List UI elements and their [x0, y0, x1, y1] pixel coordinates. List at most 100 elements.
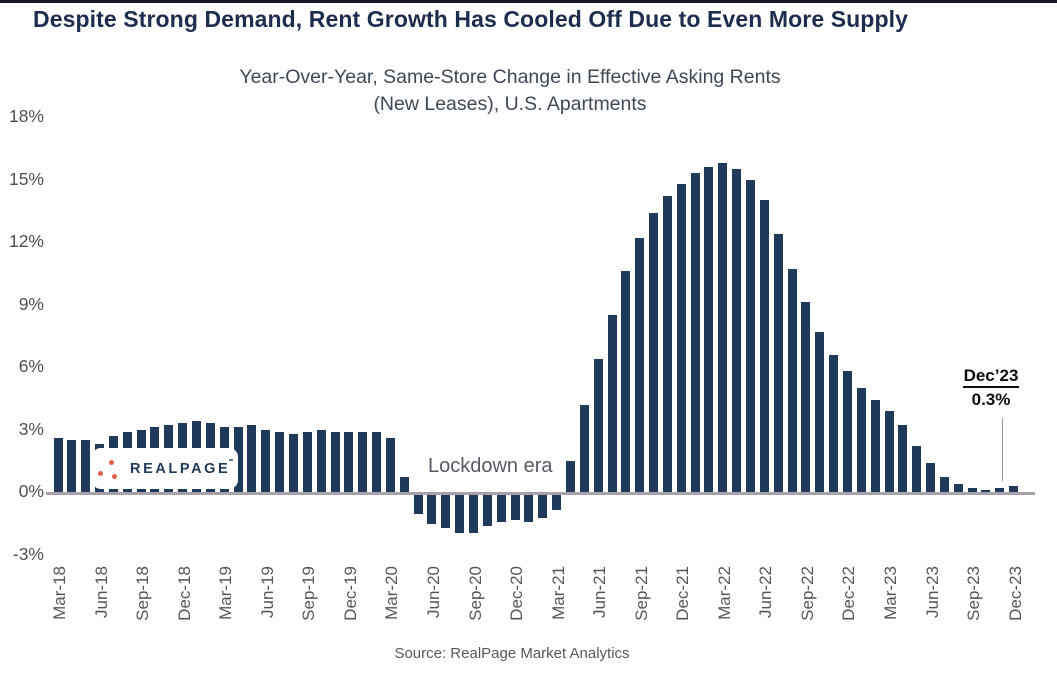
bar-Oct-22	[815, 331, 825, 492]
chart-subtitle-line1: Year-Over-Year, Same-Store Change in Eff…	[239, 66, 781, 88]
bar-Feb-20	[372, 431, 382, 492]
bar-Apr-20	[399, 477, 409, 492]
y-tick-15%: 15%	[8, 168, 44, 189]
x-tick-Jun-18: Jun-18	[91, 566, 111, 618]
bar-Dec-23	[1009, 485, 1019, 492]
dec23-date-label: Dec’23	[941, 366, 1041, 388]
bar-Nov-22	[829, 354, 839, 492]
bar-Nov-19	[330, 431, 340, 492]
bar-Jan-21	[524, 495, 534, 523]
x-tick-Mar-22: Mar-22	[714, 566, 734, 620]
bar-Jul-19	[275, 431, 285, 492]
bar-Jan-23	[856, 387, 866, 492]
x-tick-Sep-18: Sep-18	[133, 566, 153, 621]
bar-Mar-23	[884, 410, 894, 492]
page-title: Despite Strong Demand, Rent Growth Has C…	[33, 6, 908, 32]
bar-May-21	[579, 404, 589, 492]
x-tick-Jun-20: Jun-20	[423, 566, 443, 618]
y-tick-3%: 3%	[18, 418, 44, 439]
y-tick-9%: 9%	[18, 293, 44, 314]
trademark-mark	[229, 459, 233, 461]
bar-Dec-21	[676, 183, 686, 492]
y-tick-12%: 12%	[8, 231, 44, 251]
x-tick-Jun-19: Jun-19	[257, 566, 277, 618]
bar-Mar-18	[53, 437, 63, 492]
x-tick-Mar-20: Mar-20	[382, 566, 402, 620]
bar-Oct-21	[649, 212, 659, 492]
bar-Oct-23	[981, 489, 991, 492]
bar-Sep-21	[635, 237, 645, 492]
bar-Feb-21	[538, 495, 548, 518]
zero-baseline	[46, 492, 1035, 495]
bar-May-18	[81, 439, 91, 492]
bar-Aug-19	[288, 433, 298, 492]
bar-Aug-21	[621, 271, 631, 492]
y-tick-18%: 18%	[8, 106, 44, 126]
bar-May-19	[247, 425, 257, 492]
bar-Jul-23	[939, 477, 949, 492]
bar-Jun-21	[593, 358, 603, 492]
bar-Jul-21	[607, 314, 617, 492]
bar-Apr-22	[732, 169, 742, 492]
bar-Dec-22	[842, 371, 852, 492]
bar-Oct-19	[316, 429, 326, 492]
x-tick-Sep-23: Sep-23	[964, 566, 984, 621]
bar-Apr-23	[898, 425, 908, 492]
bar-Jul-22	[773, 233, 783, 492]
bar-Aug-22	[787, 269, 797, 492]
realpage-logo-text: REALPAGE	[130, 461, 231, 477]
bar-Jun-19	[261, 429, 271, 492]
x-tick-Jun-22: Jun-22	[756, 566, 776, 618]
dec23-annotation: Dec’23 0.3%	[941, 366, 1041, 410]
x-tick-Sep-20: Sep-20	[465, 566, 485, 621]
source-caption: Source: RealPage Market Analytics	[394, 645, 630, 662]
bar-Sep-23	[967, 487, 977, 492]
chart-subtitle-line2: (New Leases), U.S. Apartments	[373, 93, 647, 115]
bar-Apr-19	[233, 427, 243, 492]
bar-Mar-22	[718, 162, 728, 492]
x-tick-Sep-21: Sep-21	[631, 566, 651, 621]
bar-Aug-23	[953, 483, 963, 492]
x-tick-Mar-21: Mar-21	[548, 566, 568, 620]
bar-Jun-23	[926, 462, 936, 492]
dec23-value-label: 0.3%	[971, 390, 1011, 409]
x-tick-Dec-19: Dec-19	[340, 566, 360, 621]
bar-Jan-22	[690, 173, 700, 492]
bar-Mar-20	[385, 437, 395, 492]
x-tick-Dec-18: Dec-18	[174, 566, 194, 621]
bar-Dec-19	[344, 431, 354, 492]
x-tick-Jun-21: Jun-21	[590, 566, 610, 618]
bar-Apr-18	[67, 439, 77, 492]
x-tick-Mar-23: Mar-23	[881, 566, 900, 620]
y-tick--3%: -3%	[12, 543, 44, 564]
bar-Jun-20	[427, 495, 437, 525]
x-tick-Dec-22: Dec-22	[839, 566, 859, 621]
lockdown-era-label: Lockdown era	[428, 455, 553, 477]
y-tick-0%: 0%	[18, 481, 44, 501]
bar-Apr-21	[565, 460, 575, 492]
dec23-pointer-line	[1002, 418, 1003, 481]
bar-Oct-20	[482, 495, 492, 527]
bar-Mar-21	[552, 495, 562, 510]
realpage-logo: REALPAGE	[92, 448, 238, 489]
bar-May-23	[912, 446, 922, 492]
bar-Nov-23	[995, 487, 1005, 492]
bar-Sep-22	[801, 302, 811, 492]
bar-Sep-19	[302, 431, 312, 492]
x-tick-Dec-20: Dec-20	[507, 566, 527, 621]
x-tick-Sep-22: Sep-22	[797, 566, 817, 621]
x-tick-Mar-18: Mar-18	[50, 566, 69, 620]
bar-May-20	[413, 495, 423, 514]
x-tick-Sep-19: Sep-19	[299, 566, 319, 621]
bar-Aug-20	[455, 495, 465, 533]
x-tick-Jun-23: Jun-23	[922, 566, 942, 618]
x-tick-Mar-19: Mar-19	[216, 566, 236, 620]
bar-Feb-23	[870, 400, 880, 492]
bar-May-22	[746, 179, 755, 492]
bar-Nov-20	[496, 495, 506, 523]
top-border	[0, 0, 1057, 3]
bar-Sep-20	[469, 495, 478, 533]
x-tick-Dec-21: Dec-21	[673, 566, 693, 621]
bar-Nov-21	[662, 196, 672, 492]
